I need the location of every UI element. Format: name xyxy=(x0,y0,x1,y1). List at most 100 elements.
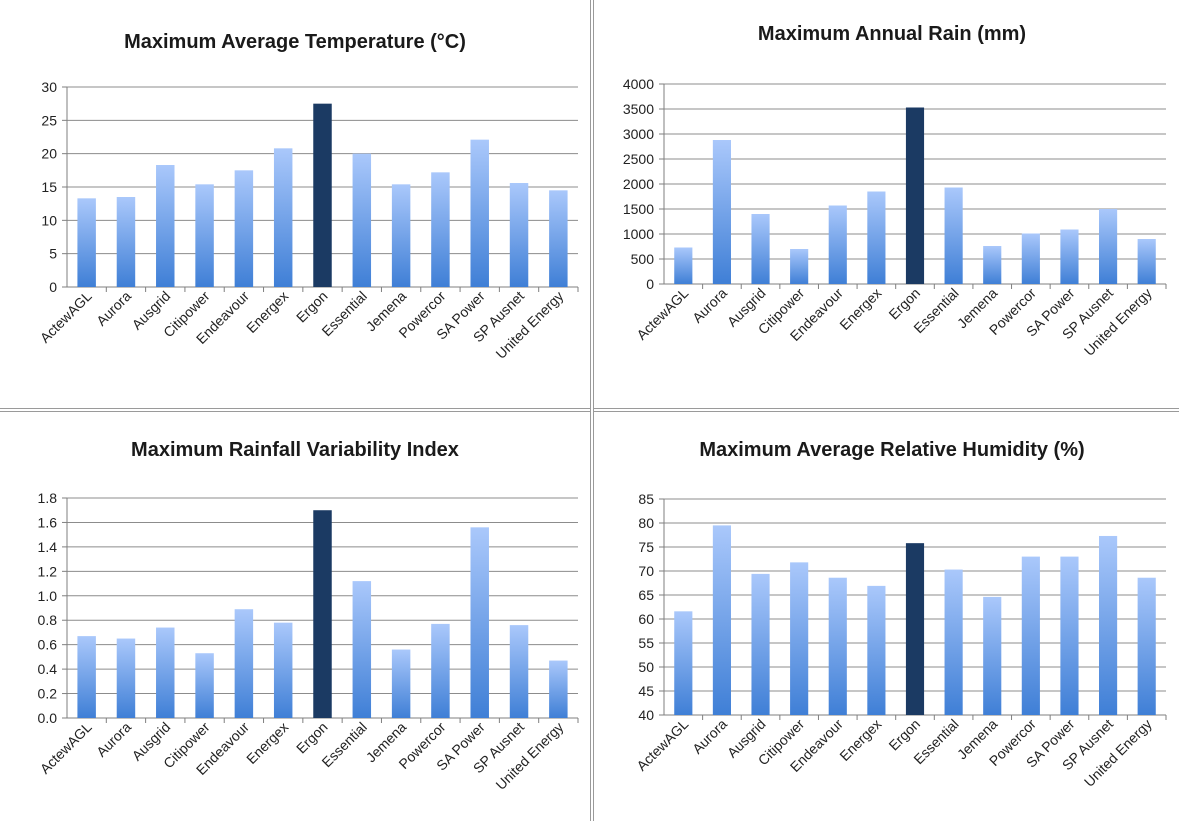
bar-ausgrid xyxy=(751,214,770,284)
bar-sa-power xyxy=(1060,556,1079,715)
y-tick-label: 0.2 xyxy=(38,686,58,702)
y-tick-label: 1500 xyxy=(623,201,654,217)
chart-panel-rainfall-variability: Maximum Rainfall Variability Index 0.0 0.… xyxy=(0,412,590,821)
bar-powercor xyxy=(431,623,450,718)
x-category-label: ActewAGL xyxy=(633,716,691,774)
y-tick-label: 70 xyxy=(638,563,654,579)
bar-energex xyxy=(867,585,886,715)
bar-sa-power xyxy=(470,139,489,287)
bar-sp-ausnet xyxy=(1099,209,1118,284)
y-tick-label: 2500 xyxy=(623,151,654,167)
x-category-label: United Energy xyxy=(1081,716,1155,790)
y-tick-label: 30 xyxy=(41,79,57,95)
y-tick-label: 3000 xyxy=(623,126,654,142)
chart-panel-temperature: Maximum Average Temperature (°C) 0 5 10 15 2… xyxy=(0,0,590,408)
bar-united-energy xyxy=(549,190,568,287)
x-category-label: Energex xyxy=(836,716,884,764)
bar-citipower xyxy=(790,249,809,284)
bar-endeavour xyxy=(828,577,847,715)
bar-aurora xyxy=(712,140,731,284)
bar-ausgrid xyxy=(156,165,175,287)
bar-ergon xyxy=(905,107,925,284)
x-category-label: ActewAGL xyxy=(37,288,95,346)
bar-powercor xyxy=(1021,233,1040,284)
y-tick-label: 1.0 xyxy=(38,588,58,604)
y-tick-label: 15 xyxy=(41,179,57,195)
x-category-label: Energex xyxy=(243,719,291,767)
y-tick-label: 80 xyxy=(638,515,654,531)
bar-citipower xyxy=(195,184,214,287)
chart-title: Maximum Average Temperature (°C) xyxy=(124,31,466,53)
y-tick-label: 45 xyxy=(638,683,654,699)
y-tick-label: 60 xyxy=(638,611,654,627)
chart-title: Maximum Rainfall Variability Index xyxy=(131,439,459,461)
y-tick-label: 4000 xyxy=(623,76,654,92)
bar-essential xyxy=(944,569,963,715)
bar-sa-power xyxy=(1060,229,1079,284)
y-tick-label: 85 xyxy=(638,491,654,507)
chart-title: Maximum Annual Rain (mm) xyxy=(758,23,1026,45)
horizontal-divider-left xyxy=(0,408,590,412)
bar-ergon xyxy=(313,103,332,288)
y-tick-label: 0 xyxy=(49,279,57,295)
y-tick-label: 1.4 xyxy=(38,539,58,555)
y-tick-label: 1.2 xyxy=(38,563,58,579)
bar-jemena xyxy=(983,596,1002,715)
bar-sp-ausnet xyxy=(509,625,529,718)
chart-panel-humidity: Maximum Average Relative Humidity (%) 40… xyxy=(594,412,1179,821)
y-tick-label: 0.4 xyxy=(38,661,58,677)
bar-endeavour xyxy=(234,609,254,718)
bar-sp-ausnet xyxy=(509,183,529,287)
bar-aurora xyxy=(116,197,136,287)
chart-temperature: Maximum Average Temperature (°C) 0 5 10 15 2… xyxy=(37,31,579,362)
bar-united-energy xyxy=(1137,239,1156,284)
bar-ergon xyxy=(313,510,332,718)
x-category-label: Energex xyxy=(836,285,884,333)
bar-aurora xyxy=(712,525,731,715)
bar-ausgrid xyxy=(751,573,770,715)
y-tick-label: 5 xyxy=(49,246,57,262)
x-category-label: Ergon xyxy=(293,288,331,326)
bar-sp-ausnet xyxy=(1099,535,1118,715)
bar-united-energy xyxy=(1137,577,1156,715)
y-tick-label: 0.6 xyxy=(38,637,58,653)
bar-energex xyxy=(273,148,293,287)
y-tick-label: 0 xyxy=(646,276,654,292)
x-category-label: Ergon xyxy=(293,719,331,757)
y-tick-label: 3500 xyxy=(623,101,654,117)
chart-humidity: Maximum Average Relative Humidity (%) 40… xyxy=(633,439,1167,790)
bar-ausgrid xyxy=(156,627,175,718)
bar-essential xyxy=(352,581,372,718)
y-tick-label: 10 xyxy=(41,212,57,228)
bar-endeavour xyxy=(828,205,847,284)
y-tick-label: 65 xyxy=(638,587,654,603)
bar-actewagl xyxy=(77,198,96,287)
bar-citipower xyxy=(195,653,214,718)
y-tick-label: 75 xyxy=(638,539,654,555)
bar-sa-power xyxy=(470,527,489,718)
bar-jemena xyxy=(391,184,411,287)
y-tick-label: 1000 xyxy=(623,226,654,242)
y-tick-label: 1.8 xyxy=(38,490,58,506)
bar-essential xyxy=(352,153,372,287)
y-tick-label: 500 xyxy=(631,251,655,267)
x-category-label: Aurora xyxy=(93,288,134,329)
bar-citipower xyxy=(790,562,809,715)
bar-powercor xyxy=(431,172,450,287)
bar-endeavour xyxy=(234,170,254,287)
bar-powercor xyxy=(1021,556,1040,715)
y-tick-label: 1.6 xyxy=(38,514,58,530)
vertical-divider xyxy=(590,0,594,821)
bar-energex xyxy=(273,622,293,718)
y-tick-label: 50 xyxy=(638,659,654,675)
chart-panel-annual-rain: Maximum Annual Rain (mm) 0 500 1000 1500 200… xyxy=(594,0,1179,408)
y-tick-label: 25 xyxy=(41,112,57,128)
y-tick-label: 20 xyxy=(41,146,57,162)
y-tick-label: 2000 xyxy=(623,176,654,192)
x-category-label: Energex xyxy=(243,288,291,336)
y-tick-label: 40 xyxy=(638,707,654,723)
y-tick-label: 0.8 xyxy=(38,612,58,628)
bar-energex xyxy=(867,191,886,284)
x-category-label: United Energy xyxy=(1081,285,1155,359)
bar-ergon xyxy=(905,543,925,715)
